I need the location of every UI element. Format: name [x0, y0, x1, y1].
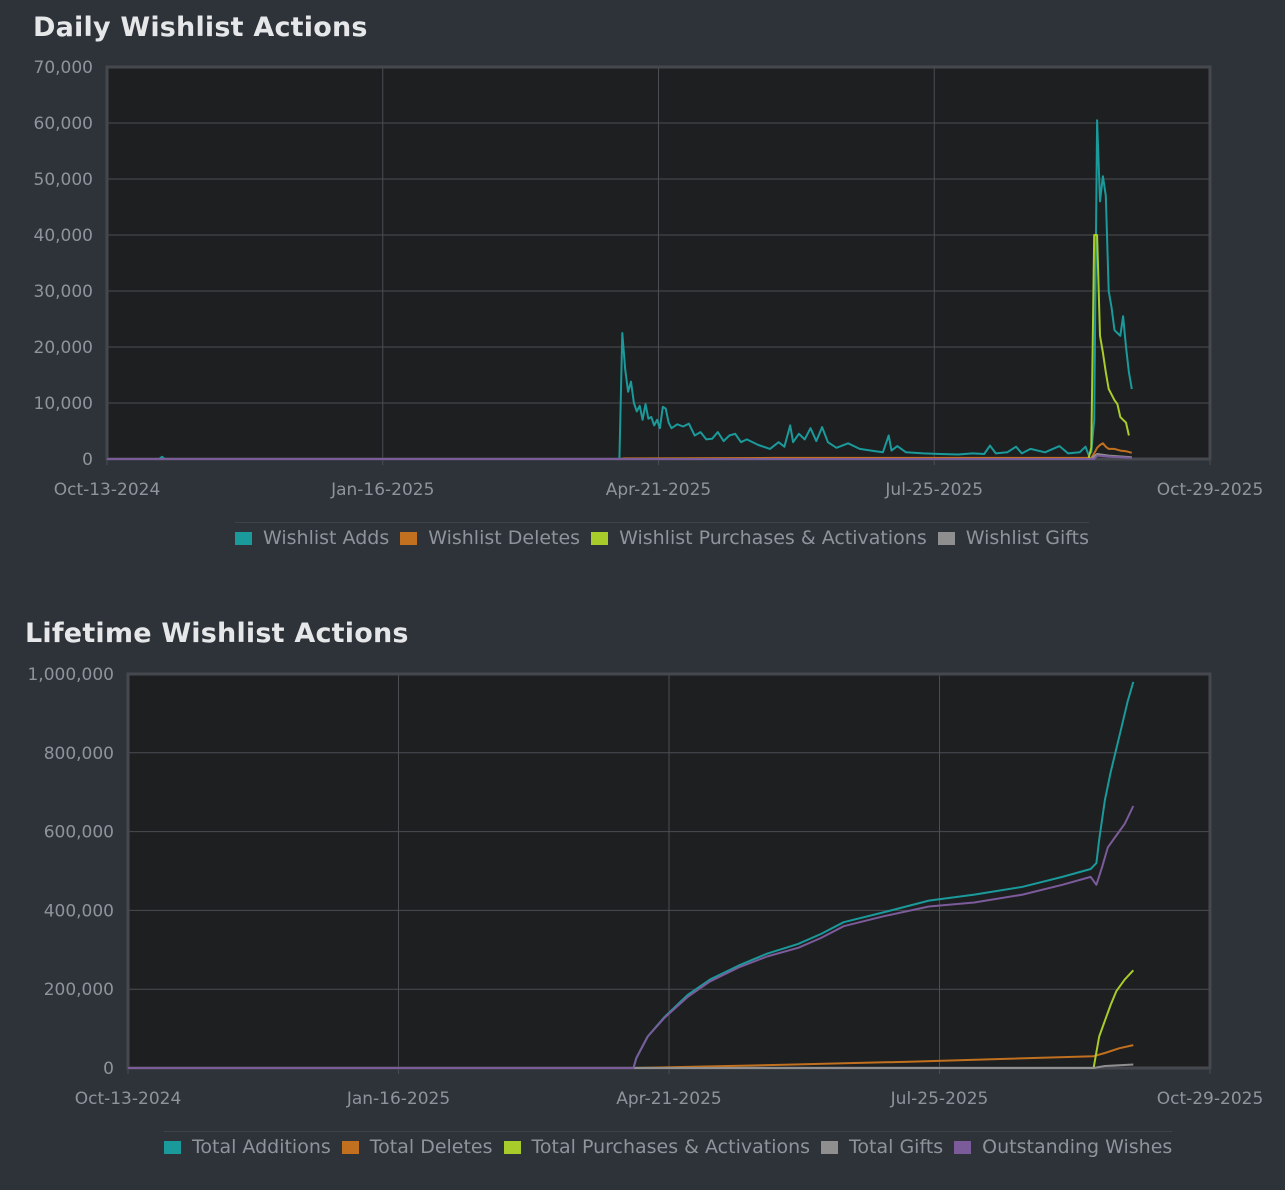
lifetime-y-tick-label: 1,000,000: [27, 665, 114, 685]
daily-y-tick-label: 20,000: [34, 338, 93, 358]
daily-series-unlabeled-4-line: [107, 454, 1132, 460]
daily-legend-item-wishlist-gifts[interactable]: Wishlist Gifts: [937, 527, 1089, 549]
legend-swatch: [591, 531, 609, 545]
lifetime-y-tick-label: 400,000: [44, 901, 114, 921]
legend-swatch: [235, 531, 252, 545]
legend-label: Wishlist Deletes: [428, 527, 581, 549]
legend-label: Total Deletes: [369, 1136, 493, 1158]
daily-x-tick-label: Jan-16-2025: [330, 480, 434, 500]
daily-chart-title: Daily Wishlist Actions: [33, 12, 368, 43]
legend-swatch: [503, 1140, 521, 1154]
daily-legend-item-wishlist-deletes[interactable]: Wishlist Deletes: [400, 527, 580, 549]
lifetime-legend-item-total-deletes[interactable]: Total Deletes: [341, 1136, 493, 1158]
lifetime-x-tick-label: Jul-25-2025: [890, 1089, 989, 1109]
daily-legend-item-wishlist-purchases-activations[interactable]: Wishlist Purchases & Activations: [591, 527, 927, 549]
legend-swatch: [341, 1140, 359, 1154]
daily-x-tick-label: Oct-29-2025: [1157, 480, 1264, 500]
legend-label: Wishlist Gifts: [965, 527, 1089, 549]
daily-x-tick-label: Jul-25-2025: [884, 480, 983, 500]
lifetime-series-total-purchases-activations-line: [128, 969, 1135, 1069]
lifetime-chart-title: Lifetime Wishlist Actions: [25, 618, 409, 649]
legend-swatch: [937, 531, 955, 545]
daily-x-tick-label: Oct-13-2024: [54, 480, 161, 500]
lifetime-y-tick-label: 600,000: [44, 823, 114, 843]
lifetime-wishlist-chart: 0 200,000 400,000 600,000 800,000 1,000,000 Oc…: [27, 665, 1264, 1109]
legend-label: Total Additions: [192, 1136, 331, 1158]
lifetime-chart-legend: Total Additions Total Deletes Total Purcha…: [164, 1131, 1173, 1158]
legend-label: Total Gifts: [849, 1136, 944, 1158]
lifetime-series-outstanding-wishes-line: [128, 805, 1135, 1069]
legend-label: Wishlist Adds: [263, 527, 390, 549]
daily-chart-legend: Wishlist Adds Wishlist Deletes Wishlist Pu…: [235, 522, 1089, 549]
daily-wishlist-chart: 0 10,000 20,000 30,000 40,000 50,000 60,000 70,…: [34, 58, 1264, 500]
lifetime-x-tick-label: Apr-21-2025: [616, 1089, 722, 1109]
lifetime-y-tick-label: 800,000: [44, 744, 114, 764]
legend-label: Wishlist Purchases & Activations: [619, 527, 927, 549]
lifetime-x-tick-label: Jan-16-2025: [346, 1089, 450, 1109]
daily-y-tick-label: 50,000: [34, 170, 93, 190]
lifetime-x-tick-label: Oct-13-2024: [75, 1089, 182, 1109]
legend-swatch: [954, 1140, 972, 1154]
daily-series-wishlist-purchases-activations-line: [107, 234, 1130, 460]
daily-x-tick-label: Apr-21-2025: [606, 480, 712, 500]
legend-swatch: [164, 1140, 181, 1154]
daily-y-tick-label: 10,000: [34, 394, 93, 414]
legend-swatch: [400, 531, 418, 545]
legend-swatch: [821, 1140, 839, 1154]
lifetime-legend-item-outstanding-wishes[interactable]: Outstanding Wishes: [954, 1136, 1172, 1158]
daily-legend-item-wishlist-adds[interactable]: Wishlist Adds: [235, 527, 389, 549]
daily-y-tick-label: 60,000: [34, 114, 93, 134]
legend-label: Total Purchases & Activations: [531, 1136, 811, 1158]
lifetime-legend-item-total-gifts[interactable]: Total Gifts: [821, 1136, 943, 1158]
lifetime-legend-item-total-additions[interactable]: Total Additions: [164, 1136, 331, 1158]
daily-y-tick-label: 30,000: [34, 282, 93, 302]
lifetime-legend-item-total-purchases-activations[interactable]: Total Purchases & Activations: [503, 1136, 811, 1158]
lifetime-y-tick-label: 200,000: [44, 980, 114, 1000]
legend-label: Outstanding Wishes: [982, 1136, 1173, 1158]
lifetime-y-tick-label: 0: [103, 1059, 114, 1079]
daily-y-tick-label: 40,000: [34, 226, 93, 246]
lifetime-x-tick-label: Oct-29-2025: [1157, 1089, 1264, 1109]
daily-y-tick-label: 0: [82, 450, 93, 470]
daily-y-tick-label: 70,000: [34, 58, 93, 78]
